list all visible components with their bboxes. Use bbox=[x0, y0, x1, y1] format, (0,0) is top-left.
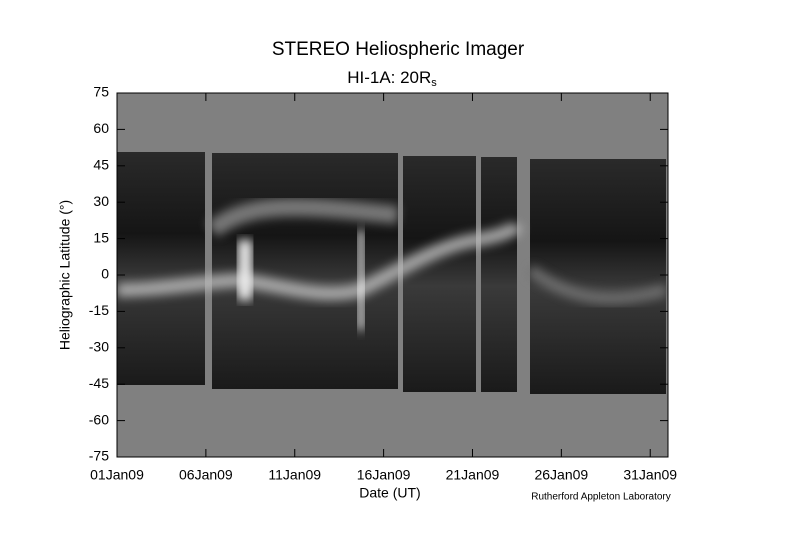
x-tick-label: 11Jan09 bbox=[268, 467, 321, 483]
x-axis-label: Date (UT) bbox=[359, 485, 420, 501]
annotation: Rutherford Appleton Laboratory bbox=[531, 492, 671, 503]
chart-title: STEREO Heliospheric Imager bbox=[272, 39, 525, 60]
y-tick-label: 75 bbox=[93, 84, 109, 100]
x-tick-label: 26Jan09 bbox=[534, 467, 588, 483]
y-tick-label: 15 bbox=[93, 229, 109, 245]
image-panel bbox=[403, 156, 476, 392]
x-tick-label: 21Jan09 bbox=[446, 467, 500, 483]
bright-feature bbox=[358, 230, 364, 330]
chart-subtitle: HI-1A: 20Rs bbox=[347, 68, 437, 88]
subtitle-text: HI-1A: 20R bbox=[347, 68, 431, 87]
image-panel bbox=[481, 157, 517, 392]
y-tick-label: -15 bbox=[89, 302, 109, 318]
image-panel bbox=[530, 159, 666, 394]
y-axis-label: Heliographic Latitude (°) bbox=[57, 200, 73, 350]
image-panels bbox=[117, 152, 668, 394]
bright-band bbox=[117, 198, 668, 305]
image-panel bbox=[117, 152, 205, 385]
y-tick-label: -45 bbox=[89, 375, 109, 391]
x-tick-label: 01Jan09 bbox=[90, 467, 144, 483]
subtitle-subscript: s bbox=[431, 77, 437, 89]
y-tick-label: 60 bbox=[93, 120, 109, 136]
x-tick-label: 31Jan09 bbox=[623, 467, 677, 483]
y-tick-label: -75 bbox=[89, 448, 109, 464]
y-tick-label: -30 bbox=[89, 339, 109, 355]
y-tick-label: 0 bbox=[101, 266, 109, 282]
x-tick-label: 06Jan09 bbox=[179, 467, 233, 483]
bright-feature bbox=[238, 240, 252, 300]
y-tick-label: 30 bbox=[93, 193, 109, 209]
y-tick-label: 45 bbox=[93, 157, 109, 173]
x-tick-label: 16Jan09 bbox=[357, 467, 411, 483]
y-tick-label: -60 bbox=[89, 411, 109, 427]
